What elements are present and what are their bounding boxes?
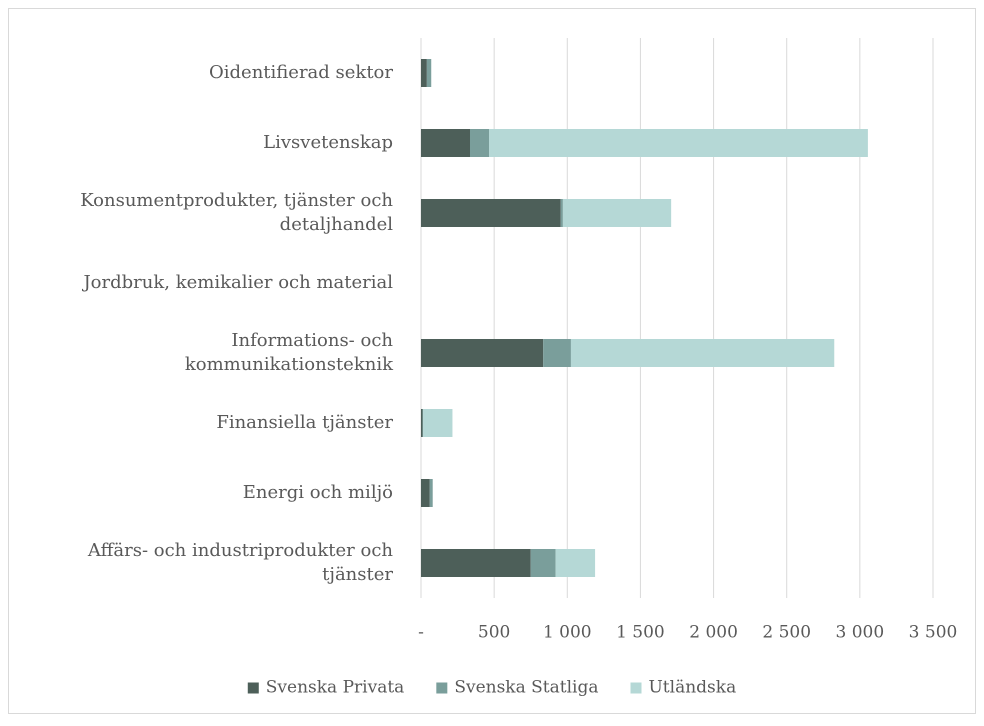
bar [423,409,453,437]
legend-item: Svenska Statliga [436,678,598,698]
legend-label: Utländska [648,678,736,698]
x-tick-label: 500 [478,623,510,643]
bar [421,59,427,87]
y-tick-label: Konsumentprodukter, tjänster och detaljha… [80,190,393,235]
bar [421,199,561,227]
legend-label: Svenska Statliga [454,678,598,698]
bar [421,409,423,437]
bar [562,199,672,227]
x-tick-label: - [418,623,424,643]
y-tick-label: Oidentifierad sektor [209,62,393,83]
x-tick-label: 1 500 [616,623,665,643]
bar [421,129,471,157]
y-tick-label: Jordbruk, kemikalier och material [81,272,393,293]
bar [426,59,432,87]
y-tick-label: Livsvetenskap [263,132,393,153]
legend-item: Utländska [630,678,736,698]
bar [470,129,490,157]
bar [489,129,868,157]
x-tick-label: 2 000 [689,623,738,643]
bar [555,549,596,577]
legend-swatch [247,682,259,694]
bar [570,339,835,367]
y-tick-label: Finansiella tjänster [216,412,393,433]
legend-label: Svenska Privata [266,678,405,698]
bar [530,549,556,577]
bar [429,479,433,507]
y-tick-label: Affärs- och industriprodukter och tjänste… [87,540,393,585]
x-tick-label: 1 000 [543,623,592,643]
bar [560,199,563,227]
x-tick-label: 3 000 [836,623,885,643]
bar [421,339,544,367]
bar [421,549,531,577]
bar [422,409,424,437]
y-tick-label: Informations- och kommunikationsteknik [185,330,394,375]
bar [543,339,571,367]
y-tick-label: Energi och miljö [243,482,393,503]
x-tick-label: 2 500 [762,623,811,643]
legend-item: Svenska Privata [247,678,405,698]
bar [421,479,430,507]
x-tick-label: 3 500 [909,623,958,643]
legend-swatch [630,682,642,694]
legend-swatch [436,682,448,694]
